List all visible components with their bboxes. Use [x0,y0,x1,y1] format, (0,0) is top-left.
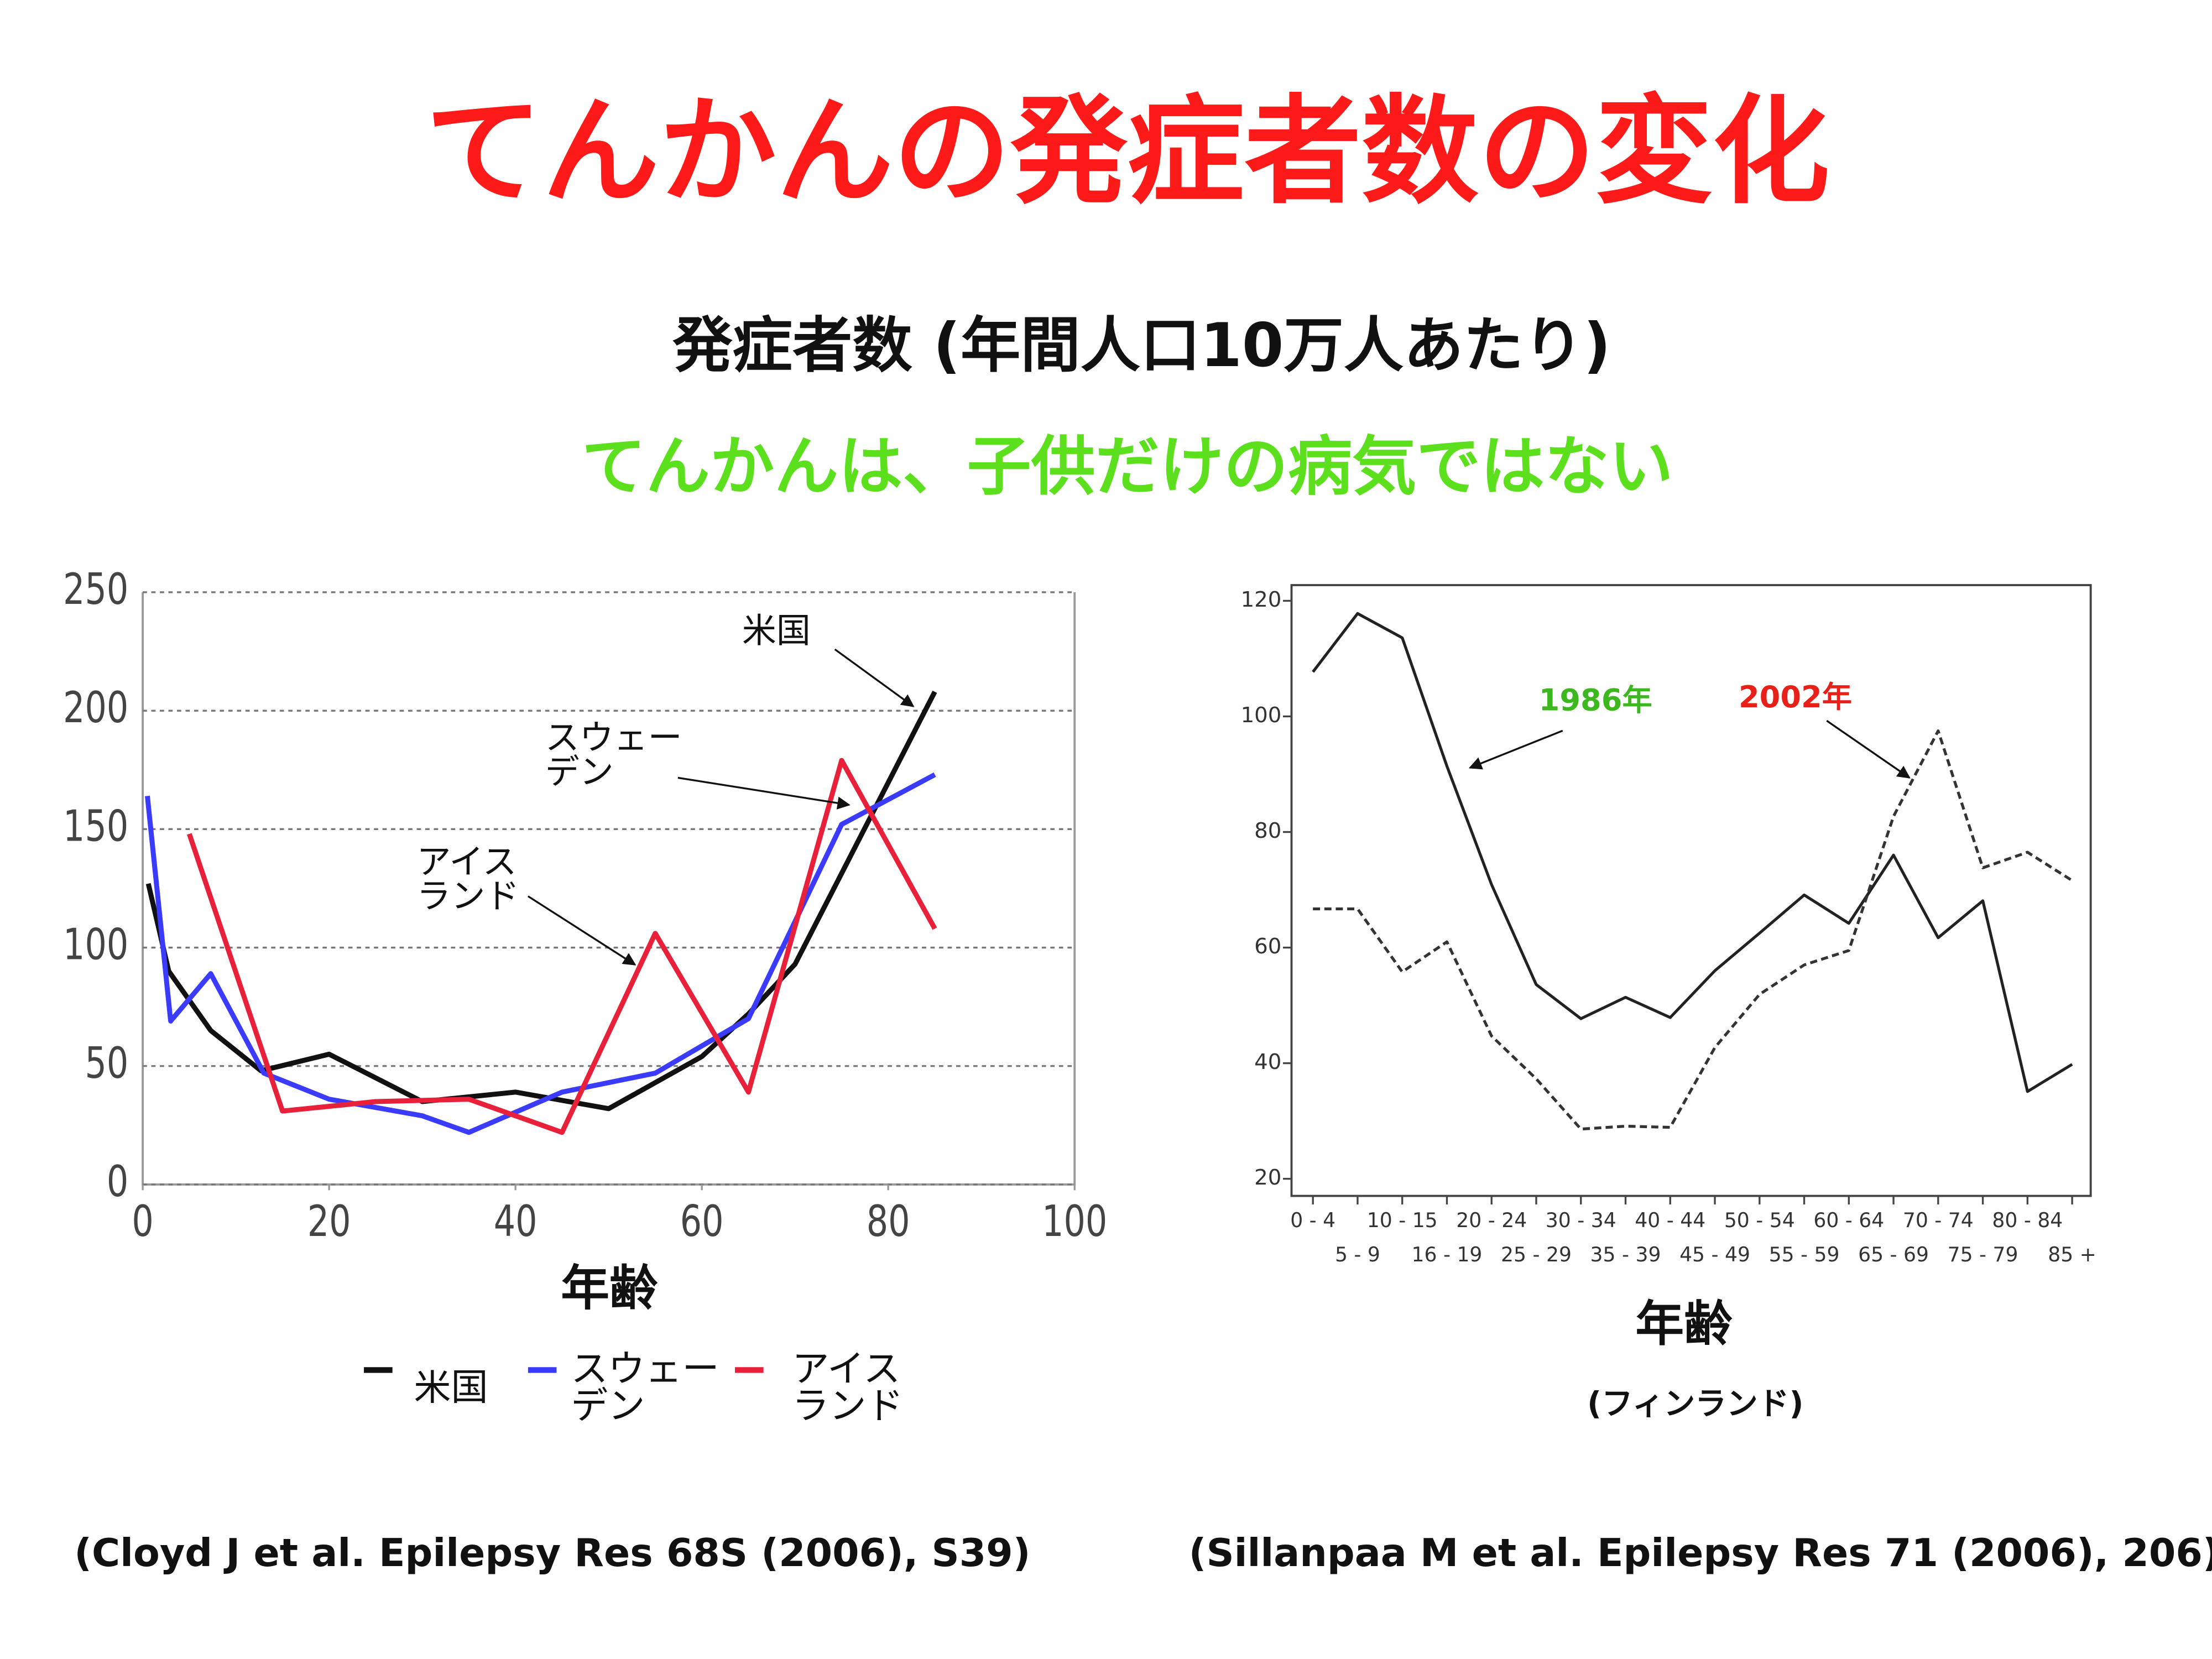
source: (Cloyd J et al. Epilepsy Res 68S (2006),… [74,1531,1030,1575]
note: (フィンランド) [1587,1386,1803,1422]
x-tick-label: 10 - 15 [1367,1208,1438,1232]
x-tick-label: 0 [132,1196,153,1246]
annotation-box: スウェーデン [545,721,682,792]
x-tick-label: 5 - 9 [1335,1243,1380,1266]
y-tick-label: 40 [1254,1050,1281,1074]
annotation: スウェーデン [545,721,682,792]
legend-label-box: 米国 [414,1370,488,1410]
annotation-arrow [834,648,915,707]
x-tick-label: 16 - 19 [1412,1243,1483,1266]
x-tick-label: 65 - 69 [1858,1243,1929,1266]
source: (Sillanpaa M et al. Epilepsy Res 71 (200… [1189,1531,2212,1575]
series-label: 2002年 [1739,680,1852,714]
series-line [1313,729,2073,1131]
slide-title: てんかんの発症者数の変化 [425,84,1829,220]
y-tick-label: 150 [63,801,128,852]
y-tick-label: 200 [63,682,128,733]
annotation-box: 米国 [742,613,811,651]
x-tick-label: 35 - 39 [1590,1243,1661,1266]
series-line [187,758,937,1135]
annotation: アイスランド [416,844,520,916]
message: てんかんは、子供だけの病気ではない [582,429,1673,504]
annotation-arrow [527,895,637,966]
subtitle: 発症者数 (年間人口10万人あたり) [672,310,1610,380]
x-axis-label: 年齢 [1635,1296,1733,1352]
series-label: 1986年 [1539,682,1652,717]
y-tick-label: 100 [1241,703,1282,728]
x-tick-label: 80 - 84 [1992,1208,2063,1232]
y-tick-label: 0 [107,1156,128,1207]
y-tick-label: 120 [1241,587,1282,612]
x-tick-label: 0 - 4 [1290,1208,1335,1232]
annotation: 米国 [742,613,811,651]
annotation-arrow [1468,729,1563,770]
legend-label-box: スウェーデン [571,1351,719,1429]
y-tick-label: 100 [63,920,128,970]
x-tick-label: 70 - 74 [1903,1208,1974,1232]
series-line [144,772,936,1135]
y-tick-label: 250 [63,564,128,614]
annotation-arrow [677,776,851,810]
x-tick-label: 45 - 49 [1679,1243,1750,1266]
y-tick-label: 50 [85,1038,128,1088]
annotation-arrow [1826,719,1911,779]
x-tick-label: 75 - 79 [1948,1243,2018,1266]
annotation-box: アイスランド [416,844,520,916]
x-tick-label: 25 - 29 [1501,1243,1572,1266]
y-tick-label: 20 [1254,1165,1281,1190]
legend-label: アイスランド [792,1351,904,1429]
x-tick-label: 40 [494,1196,538,1246]
y-tick-label: 80 [1254,818,1281,843]
plot-frame [1290,584,2092,1197]
x-tick-label: 50 - 54 [1724,1208,1795,1232]
y-tick-label: 60 [1254,934,1281,959]
x-tick-label: 55 - 59 [1769,1243,1840,1266]
x-tick-label: 40 - 44 [1635,1208,1705,1232]
x-tick-label: 20 [307,1196,351,1246]
x-axis-label: 年齢 [561,1260,658,1316]
legend-label-box: アイスランド [792,1351,904,1429]
x-tick-label: 80 [867,1196,910,1246]
series-line [1312,612,2073,1093]
x-tick-label: 30 - 34 [1546,1208,1616,1232]
legend-label: 米国 [414,1370,488,1410]
x-tick-label: 20 - 24 [1456,1208,1527,1232]
x-tick-label: 85 + [2048,1243,2096,1266]
x-tick-label: 100 [1042,1196,1107,1246]
legend-label: スウェーデン [571,1351,719,1429]
x-tick-label: 60 [680,1196,724,1246]
x-tick-label: 60 - 64 [1813,1208,1884,1232]
